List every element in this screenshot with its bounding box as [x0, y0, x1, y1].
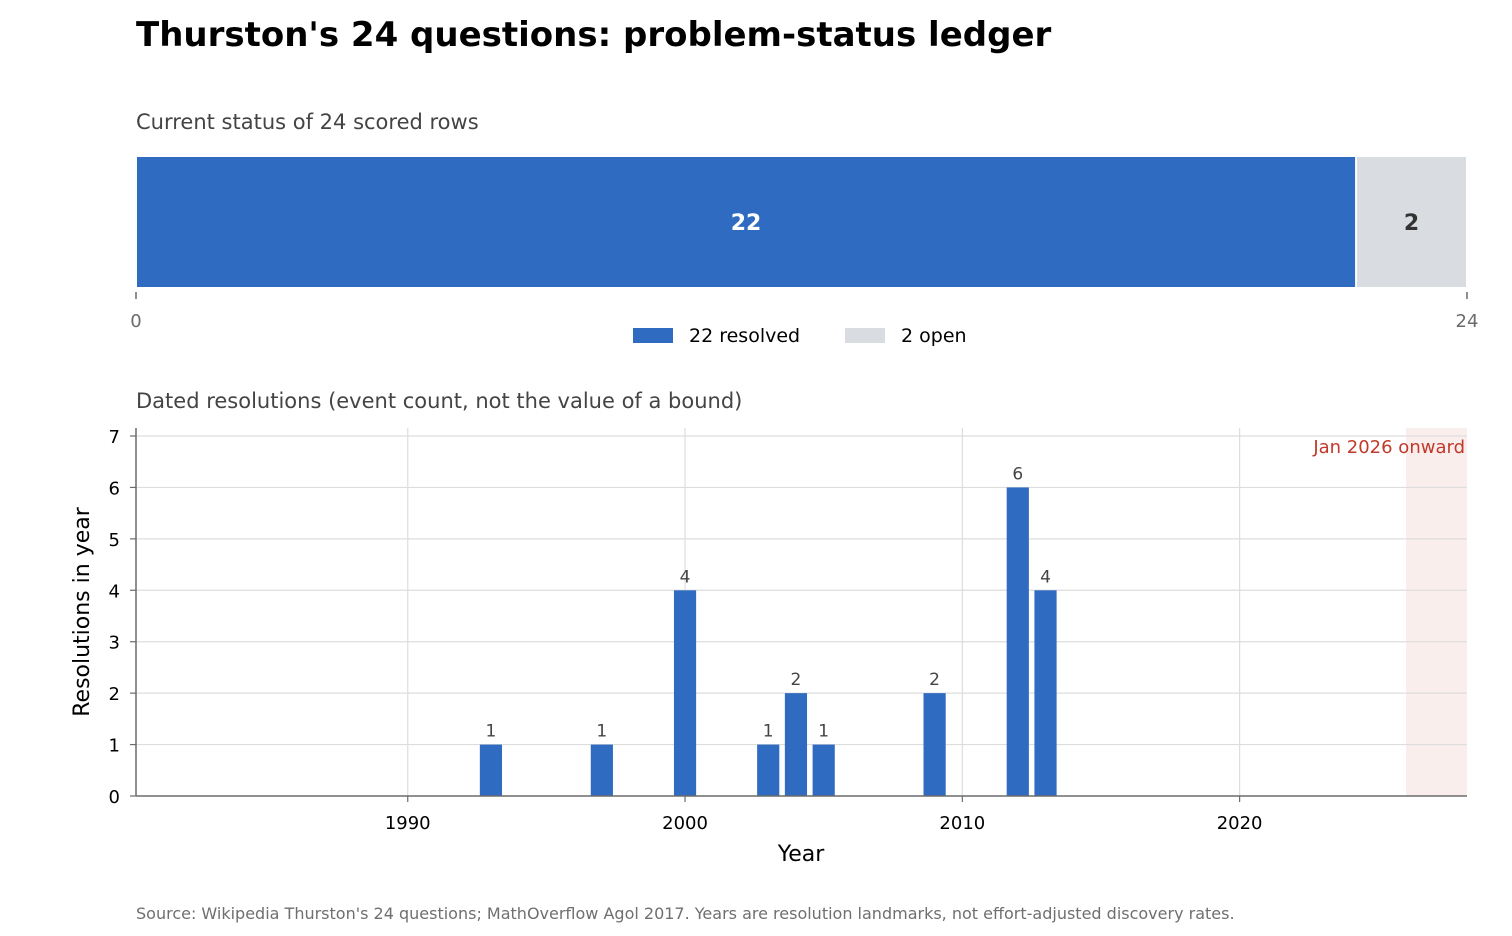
- x-tick-label: 1990: [385, 813, 431, 834]
- legend-swatch-open: [845, 328, 885, 343]
- y-tick-label: 3: [109, 633, 120, 654]
- resolution-bar-label-2005: 1: [818, 722, 829, 742]
- x-axis-title: Year: [777, 842, 826, 867]
- y-axis-title: Resolutions in year: [70, 506, 95, 716]
- resolution-bar-label-2013: 4: [1040, 567, 1051, 587]
- chart-title: Thurston's 24 questions: problem-status …: [136, 15, 1052, 55]
- y-tick-label: 4: [109, 581, 120, 602]
- legend-swatch-resolved: [633, 328, 673, 343]
- resolution-bar-label-2012: 6: [1012, 464, 1023, 484]
- resolution-bar-label-1997: 1: [596, 722, 607, 742]
- status-segment-label-resolved: 22: [731, 211, 762, 236]
- x-tick-label: 2000: [662, 813, 708, 834]
- y-tick-label: 2: [109, 684, 120, 705]
- status-tick-label: 24: [1456, 311, 1479, 332]
- resolution-bar-1993: [479, 744, 503, 796]
- future-shade: [1405, 428, 1467, 796]
- y-tick-label: 5: [109, 530, 120, 551]
- resolution-bar-label-2009: 2: [929, 670, 940, 690]
- status-legend: 22 resolved 2 open: [633, 325, 967, 347]
- y-tick-label: 7: [109, 427, 120, 448]
- resolution-bar-2003: [757, 744, 780, 796]
- resolutions-subtitle: Dated resolutions (event count, not the …: [136, 389, 742, 413]
- status-segment-open: [1357, 157, 1466, 287]
- resolution-bar-2005: [812, 744, 835, 796]
- status-panel: Current status of 24 scored rows 22 2 0 24…: [130, 110, 1478, 347]
- y-tick-label: 1: [109, 736, 120, 757]
- resolution-bar-2000: [673, 590, 697, 796]
- resolutions-panel: Dated resolutions (event count, not the …: [70, 389, 1467, 867]
- x-tick-label: 2010: [939, 813, 985, 834]
- resolution-bar-label-2003: 1: [763, 722, 774, 742]
- legend-label-resolved: 22 resolved: [689, 325, 800, 347]
- resolution-bar-2004: [784, 693, 808, 796]
- resolution-bar-label-2000: 4: [680, 567, 691, 587]
- resolution-bar-label-2004: 2: [791, 670, 802, 690]
- status-subtitle: Current status of 24 scored rows: [136, 110, 479, 134]
- status-tick-label: 0: [130, 311, 141, 332]
- status-segment-label-open: 2: [1404, 211, 1419, 236]
- y-tick-label: 0: [109, 787, 120, 808]
- resolution-bar-2009: [923, 693, 946, 796]
- x-tick-label: 2020: [1217, 813, 1263, 834]
- resolution-bar-2012: [1006, 487, 1029, 796]
- status-segment-resolved: [137, 157, 1356, 287]
- resolution-bar-label-1993: 1: [486, 722, 497, 742]
- resolution-bars: 1 1 4 1 2 1 2 6 4: [479, 464, 1057, 796]
- resolution-bar-1997: [590, 744, 613, 796]
- source-note: Source: Wikipedia Thurston's 24 question…: [136, 904, 1235, 923]
- y-tick-label: 6: [109, 478, 120, 499]
- legend-label-open: 2 open: [901, 325, 967, 347]
- resolution-bar-2013: [1034, 590, 1057, 796]
- shaded-region: Jan 2026 onward: [1312, 428, 1467, 796]
- future-annotation: Jan 2026 onward: [1312, 437, 1465, 458]
- resolution-axes: 0 1 2 3 4 5 6 7 1990 2000 2010 2020: [109, 427, 1467, 834]
- gridlines: [136, 428, 1467, 796]
- status-bars: 22 2: [137, 157, 1466, 287]
- status-axis: 0 24: [130, 292, 1478, 332]
